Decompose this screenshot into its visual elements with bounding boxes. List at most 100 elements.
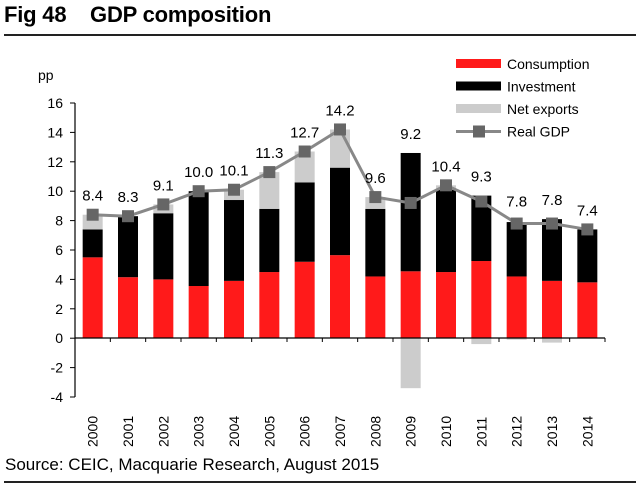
legend-swatch-net-exports [456,104,501,113]
data-label-layer: 8.4 8.3 9.1 10.0 10.1 11.3 12.7 14.2 9.6 9.2 10.4 9… [82,102,598,219]
data-label-2002: 9.1 [153,177,174,194]
bar-net-exports-2006 [294,151,315,183]
bar-investment-2014 [577,229,598,283]
bar-consumption-2007 [330,255,350,339]
bar-investment-2002 [153,213,174,280]
bar-investment-2010 [436,189,456,273]
axes: 16 14 12 10 8 6 4 2 0 -2 -4 pp 2000 2001 2002 2003 2004 2… [38,67,606,447]
data-label-2001: 8.3 [118,189,139,206]
x-tick-label: 2014 [579,416,595,447]
x-tick-label: 2003 [191,416,207,447]
y-tick-label: 16 [47,95,63,111]
x-tick-label: 2012 [509,416,525,447]
legend-label-net-exports: Net exports [507,101,579,117]
x-tick-label: 2000 [85,416,101,447]
bar-consumption-2003 [188,286,209,339]
bar-layer [82,129,598,389]
y-tick-label: 12 [47,154,63,170]
legend-label-consumption: Consumption [507,56,590,72]
x-tick-label: 2007 [332,416,348,447]
bar-net-exports-2013 [542,338,562,343]
data-label-2000: 8.4 [82,188,103,205]
real-gdp-marker-2009 [404,196,417,209]
legend-label-real-gdp: Real GDP [507,124,570,140]
x-tick-label: 2004 [226,416,242,447]
x-tick-label: 2005 [261,416,277,447]
y-tick-label: 14 [47,124,63,140]
y-tick-label: 8 [55,213,63,229]
chart-title: GDP composition [90,2,272,27]
bar-consumption-2009 [400,271,421,339]
bar-investment-2003 [188,191,209,287]
real-gdp-marker-2005 [263,166,276,179]
bar-net-exports-2005 [259,172,280,209]
bar-consumption-2001 [118,277,138,339]
real-gdp-line-layer [86,123,594,236]
data-label-2013: 7.8 [542,192,563,209]
bar-investment-2000 [82,229,103,258]
bar-investment-2005 [259,208,280,273]
bar-consumption-2014 [577,282,598,339]
bar-investment-2004 [224,200,244,281]
data-label-2009: 9.2 [400,126,421,143]
bar-investment-2006 [294,182,315,262]
data-label-2005: 11.3 [255,145,283,162]
real-gdp-marker-2011 [475,195,488,208]
real-gdp-marker-2000 [86,208,99,221]
y-tick-label: 2 [55,301,63,317]
data-label-2011: 9.3 [471,169,492,186]
y-tick-label: 4 [55,271,63,287]
x-tick-label: 2009 [403,416,419,447]
bar-consumption-2002 [153,279,174,339]
x-tick-label: 2013 [544,416,560,447]
bar-net-exports-2009 [400,338,421,389]
legend-marker-real-gdp [473,125,485,138]
bar-investment-2001 [118,216,138,278]
bar-investment-2008 [365,208,386,277]
real-gdp-marker-2004 [228,183,240,196]
data-label-2012: 7.8 [506,194,527,211]
bar-consumption-2011 [471,261,492,339]
bar-investment-2007 [330,167,350,256]
legend-label-investment: Investment [507,79,576,95]
real-gdp-marker-2012 [510,217,523,230]
data-label-2006: 12.7 [290,125,319,142]
x-tick-label: 2001 [120,416,136,447]
footer-divider [4,481,636,483]
title-divider [4,34,636,36]
x-tick-label: 2002 [155,416,171,447]
bar-investment-2011 [471,195,492,262]
data-label-2004: 10.1 [219,163,248,180]
real-gdp-marker-2013 [546,217,558,230]
real-gdp-marker-2006 [298,145,311,158]
bar-consumption-2000 [82,257,103,339]
y-tick-label: 10 [47,183,63,199]
bar-consumption-2012 [506,276,527,339]
real-gdp-marker-2014 [581,223,594,236]
bar-investment-2013 [542,219,562,281]
bar-net-exports-2012 [506,338,527,340]
figure-number: Fig 48 [4,2,67,27]
figure-title: Fig 48 GDP composition [4,2,271,28]
y-axis-label: pp [38,67,54,83]
legend-swatch-investment [456,81,501,91]
data-label-2008: 9.6 [365,170,386,187]
bar-consumption-2005 [259,272,280,339]
real-gdp-marker-2002 [157,198,170,211]
real-gdp-marker-2007 [334,123,346,136]
data-label-2007: 14.2 [325,102,354,119]
real-gdp-marker-2001 [122,210,134,223]
source-note: Source: CEIC, Macquarie Research, August… [5,455,380,474]
bar-consumption-2013 [542,280,562,339]
bar-investment-2012 [506,222,527,277]
data-label-2010: 10.4 [431,158,460,175]
real-gdp-marker-2003 [192,185,205,198]
legend-swatch-consumption [456,59,501,68]
bar-net-exports-2011 [471,338,492,345]
bar-consumption-2008 [365,276,386,339]
data-label-2014: 7.4 [577,202,598,219]
x-tick-label: 2010 [438,416,454,447]
y-tick-label: 6 [55,242,63,258]
bar-consumption-2004 [224,280,244,339]
